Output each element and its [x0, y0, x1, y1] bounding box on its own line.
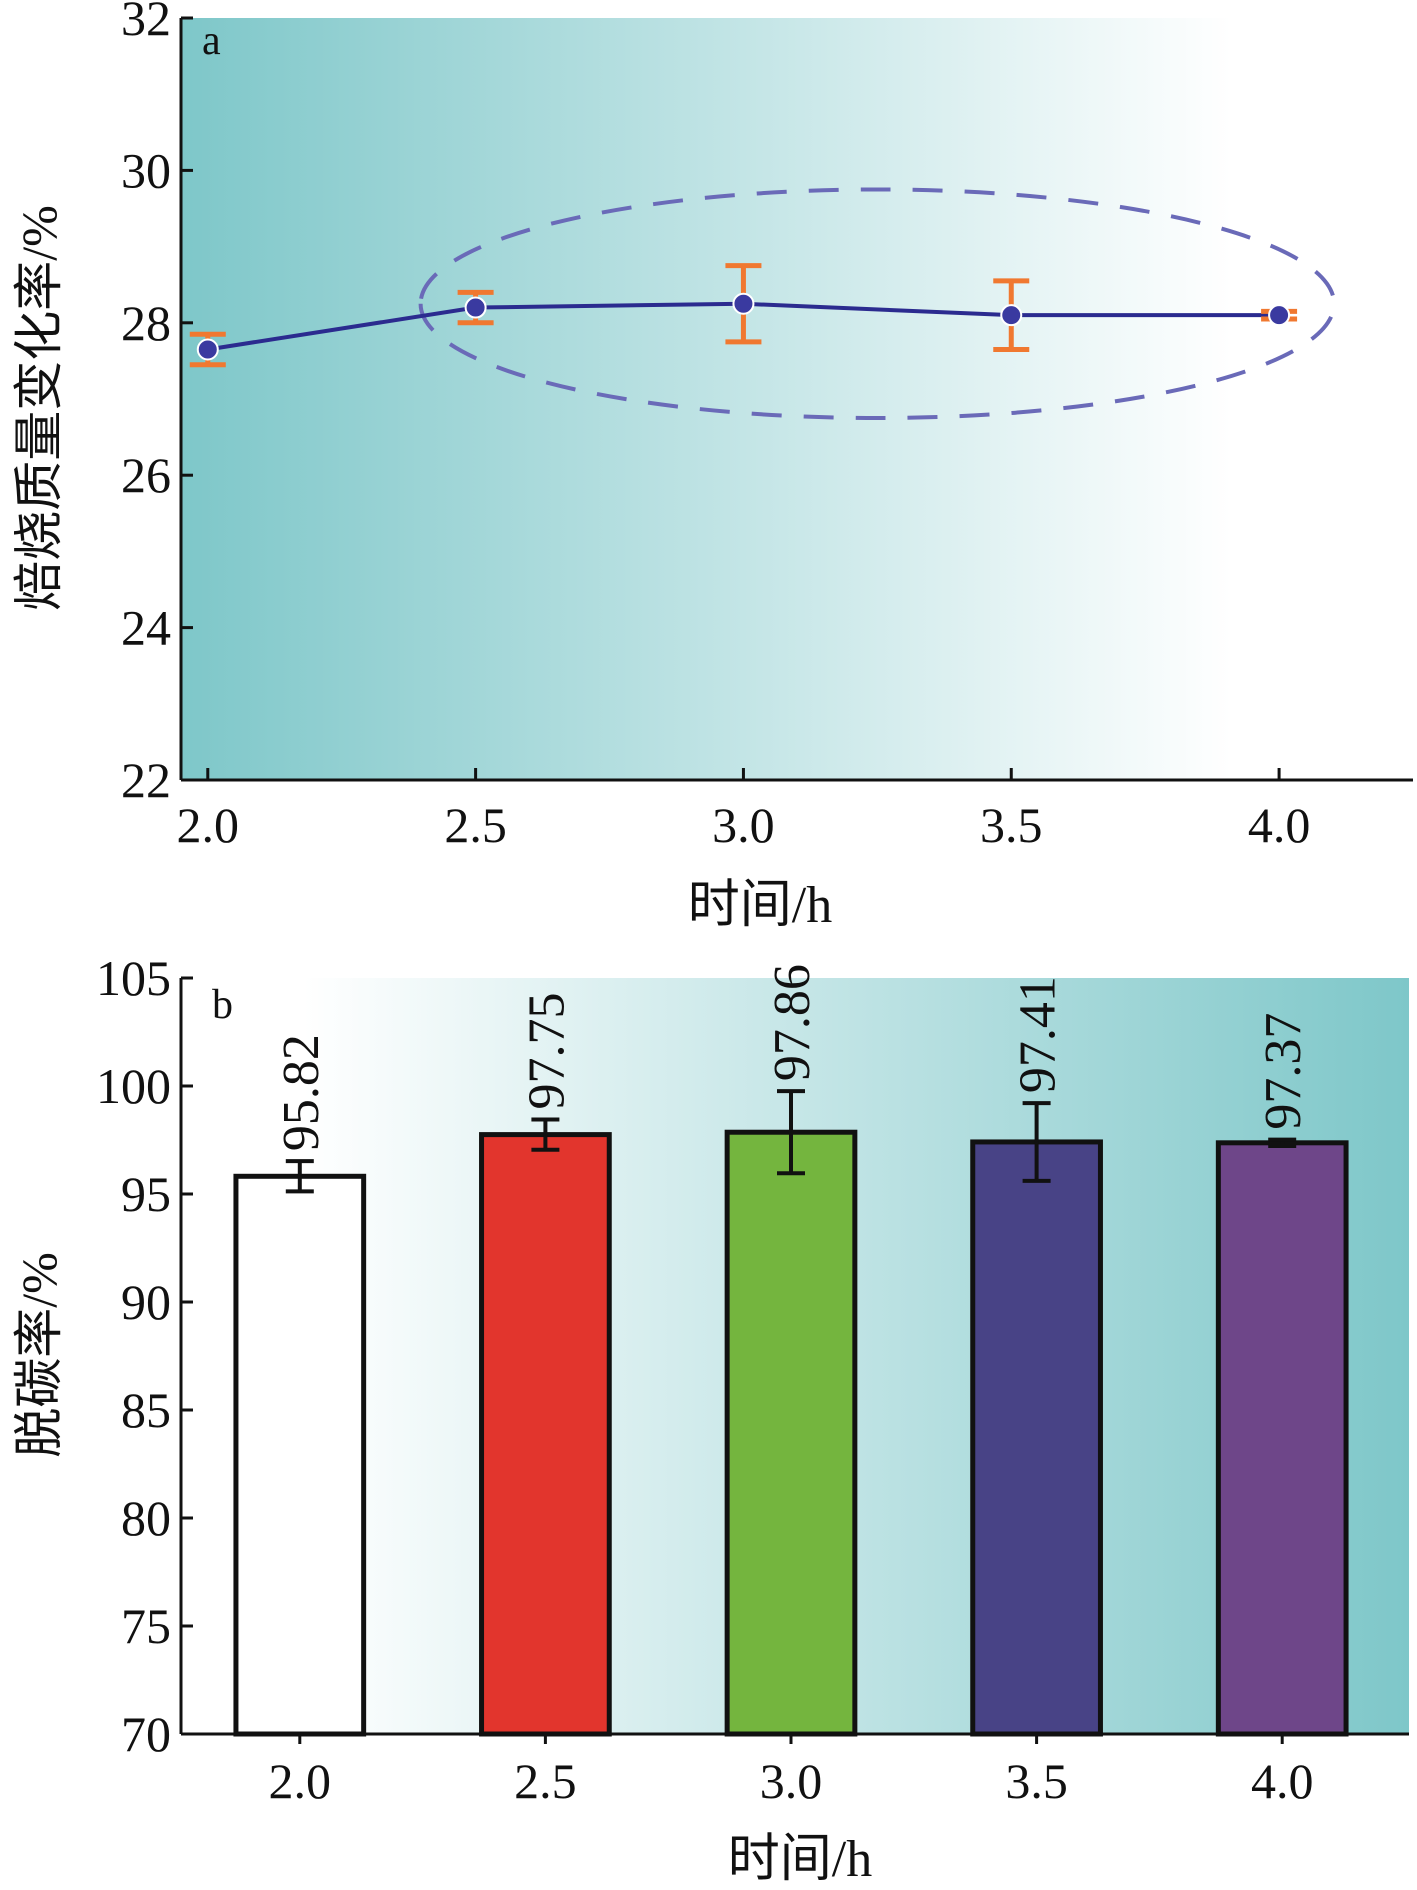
panel-b-y-tick-label: 105 — [96, 950, 171, 1006]
panel-b-y-tick-label: 70 — [121, 1706, 171, 1762]
panel-b-y-tick-label: 85 — [121, 1382, 171, 1438]
panel-b-y-ticks: 70 75 80 85 90 95 100 105 — [96, 950, 193, 1762]
panel-a-x-tick-label: 2.5 — [444, 797, 507, 853]
panel-a-y-tick-label: 32 — [121, 0, 171, 46]
panel-a-y-tick-label: 30 — [121, 142, 171, 198]
bar — [724, 1129, 858, 1737]
panel-b-y-tick-label: 75 — [121, 1598, 171, 1654]
value-label: 97.75 — [518, 992, 575, 1109]
panel-a-y-tick-label: 24 — [121, 600, 171, 656]
value-label: 95.82 — [273, 1034, 330, 1151]
panel-b-x-tick-label: 4.0 — [1251, 1753, 1314, 1809]
panel-a-x-tick-label: 3.5 — [980, 797, 1043, 853]
panel-b-value-labels: 95.82 97.75 97.86 97.41 97.37 — [273, 964, 1312, 1151]
panel-a-x-ticks: 2.0 2.5 3.0 3.5 4.0 — [177, 768, 1311, 853]
panel-b-error-bars — [285, 1089, 1297, 1194]
panel-b-x-tick-label: 3.0 — [760, 1753, 823, 1809]
panel-b-y-tick-label: 100 — [96, 1058, 171, 1114]
panel-a-points — [196, 292, 1291, 361]
panel-b-x-tick-label: 2.0 — [269, 1753, 332, 1809]
data-point — [196, 338, 219, 361]
value-label: 97.86 — [764, 964, 821, 1081]
panel-b-y-tick-label: 80 — [121, 1490, 171, 1546]
panel-a-x-tick-label: 4.0 — [1248, 797, 1311, 853]
data-point — [732, 292, 755, 315]
panel-a-x-tick-label: 3.0 — [712, 797, 775, 853]
panel-b-y-tick-label: 95 — [121, 1166, 171, 1222]
panel-a-y-ticks: 22 24 26 28 30 32 — [121, 0, 193, 808]
panel-b-x-ticks: 2.0 2.5 3.0 3.5 4.0 — [269, 1734, 1314, 1809]
value-label: 97.37 — [1255, 1013, 1312, 1130]
panel-b-letter: b — [212, 982, 233, 1028]
bar — [970, 1139, 1103, 1737]
panel-a-y-tick-label: 28 — [121, 295, 171, 351]
bar — [1215, 1140, 1349, 1737]
panel-b-y-tick-label: 90 — [121, 1274, 171, 1330]
panel-b-x-tick-label: 2.5 — [514, 1753, 577, 1809]
panel-a-x-tick-label: 2.0 — [177, 797, 240, 853]
bar — [233, 1173, 367, 1737]
panel-a-y-axis-label: 焙烧质量变化率/% — [11, 205, 67, 611]
panel-a-y-tick-label: 26 — [121, 447, 171, 503]
panel-b: b 70 75 80 85 90 95 100 105 95.82 97.75 97.86 97.4… — [11, 950, 1409, 1888]
panel-a-letter: a — [202, 18, 221, 64]
data-point — [1268, 304, 1291, 327]
panel-b-x-tick-label: 3.5 — [1005, 1753, 1068, 1809]
panel-b-y-axis-label: 脱碳率/% — [11, 1252, 67, 1458]
panel-a-x-axis-label: 时间/h — [688, 877, 832, 934]
panel-b-x-axis-label: 时间/h — [728, 1831, 872, 1888]
data-point — [464, 296, 487, 319]
panel-b-bars — [233, 1129, 1349, 1737]
panel-a-y-tick-label: 22 — [121, 752, 171, 808]
panel-a-background — [181, 18, 1417, 780]
value-label: 97.41 — [1010, 976, 1067, 1093]
data-point — [1000, 304, 1023, 327]
panel-a: a 22 24 26 28 30 32 2.0 2.5 3.0 3.5 4.0 时间/h 焙烧质量… — [11, 0, 1417, 934]
bar — [479, 1132, 612, 1737]
